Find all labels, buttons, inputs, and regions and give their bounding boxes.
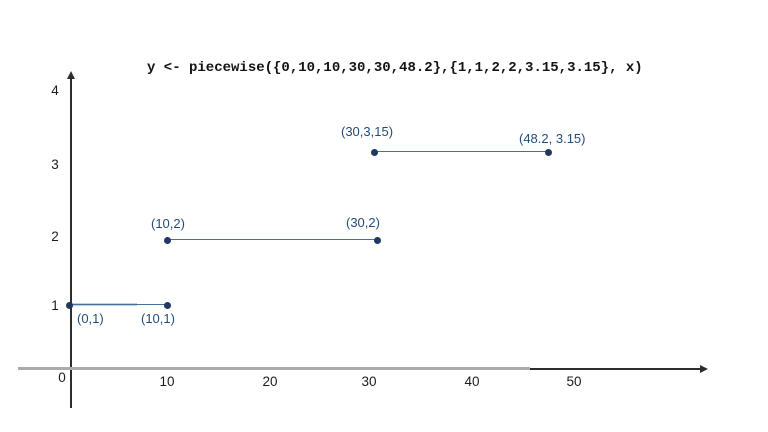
y-tick-label-4: 4 — [51, 83, 59, 98]
point-label-30-2: (30,2) — [346, 215, 380, 230]
data-point-30-315 — [370, 148, 378, 156]
y-axis-arrow-icon — [66, 71, 75, 79]
y-tick-label-1: 1 — [51, 298, 59, 313]
point-label-0-1: (0,1) — [77, 311, 104, 326]
y-tick-label-3: 3 — [51, 157, 59, 172]
x-axis-arrow-icon — [700, 364, 708, 373]
x-tick-label-30: 30 — [361, 374, 377, 389]
origin-label: 0 — [58, 370, 66, 385]
data-point-0-1 — [65, 301, 73, 309]
x-tick-label-50: 50 — [566, 374, 582, 389]
y-axis-line — [70, 77, 72, 408]
x-tick-label-20: 20 — [262, 374, 278, 389]
data-point-482-315 — [544, 148, 552, 156]
point-label-10-1: (10,1) — [141, 311, 175, 326]
point-label-482-315: (48.2, 3.15) — [519, 131, 586, 146]
data-point-30-2 — [374, 236, 381, 244]
x-tick-label-10: 10 — [159, 374, 175, 389]
x-tick-label-40: 40 — [464, 374, 480, 389]
point-label-30-315: (30,3,15) — [341, 124, 394, 139]
point-label-10-2: (10,2) — [151, 216, 185, 231]
data-point-10-2 — [163, 236, 171, 244]
chart-title: y <- piecewise({0,10,10,30,30,48.2},{1,1… — [147, 60, 643, 76]
x-axis-gray-bar — [18, 367, 530, 371]
segment-line-3 — [374, 151, 548, 153]
segment-line-2 — [167, 239, 378, 241]
segment-line-1 — [69, 304, 168, 306]
y-tick-label-2: 2 — [51, 229, 59, 244]
data-point-10-1 — [163, 301, 171, 309]
